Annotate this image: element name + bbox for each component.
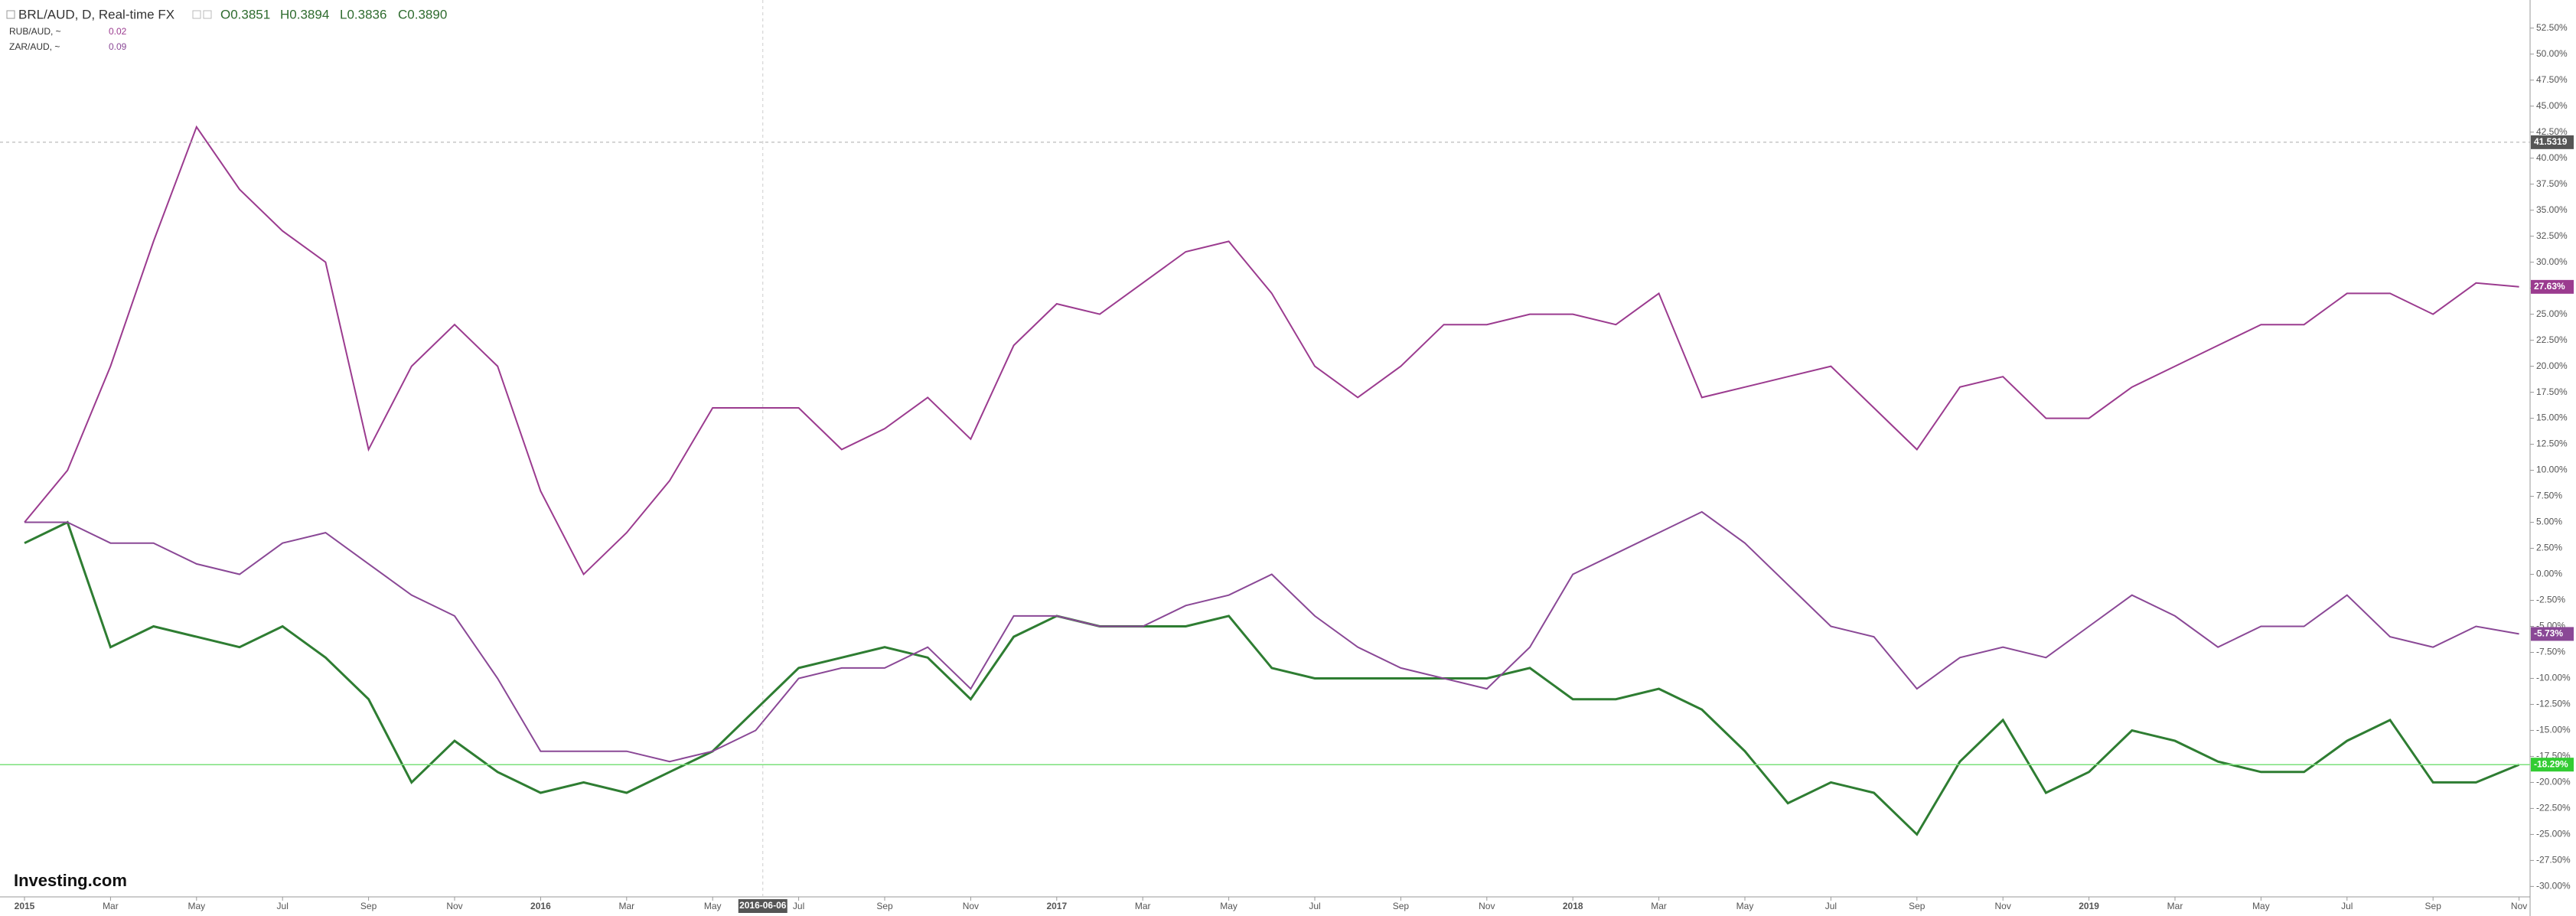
- y-tick-label: 20.00%: [2536, 360, 2568, 371]
- y-tick-label: 22.50%: [2536, 334, 2568, 345]
- logo: Investing.com: [14, 871, 127, 890]
- series-line: [24, 520, 2520, 836]
- y-tick-label: -12.50%: [2536, 699, 2571, 709]
- crosshair-x-badge: [738, 899, 787, 913]
- x-tick-label: Sep: [1909, 901, 1925, 911]
- legend-rub-value: 0.02: [109, 26, 127, 37]
- last-value-label: -18.29%: [2534, 758, 2568, 769]
- x-tick-label: May: [704, 901, 722, 911]
- x-tick-label: Mar: [103, 901, 119, 911]
- x-tick-label: Mar: [2167, 901, 2183, 911]
- x-tick-label: Nov: [2511, 901, 2527, 911]
- ohlc-open: O0.3851: [220, 7, 270, 21]
- y-tick-label: -30.00%: [2536, 881, 2571, 892]
- series-line: [24, 125, 2519, 576]
- last-value-label: 27.63%: [2534, 281, 2565, 292]
- x-tick-label: Sep: [876, 901, 893, 911]
- y-tick-label: 45.00%: [2536, 100, 2568, 111]
- legend-zar: ZAR/AUD, ~: [9, 41, 60, 52]
- x-tick-label: May: [187, 901, 205, 911]
- x-tick-label: Jul: [1309, 901, 1320, 911]
- legend: BRL/AUD, D, Real-time FX O0.3851 H0.3894…: [6, 7, 447, 52]
- x-tick-label: May: [1220, 901, 1237, 911]
- ohlc-high: H0.3894: [280, 7, 329, 21]
- y-tick-label: -10.00%: [2536, 673, 2571, 683]
- y-tick-label: -25.00%: [2536, 829, 2571, 839]
- y-tick-label: 25.00%: [2536, 308, 2568, 319]
- x-tick-label: 2018: [1563, 901, 1583, 911]
- y-tick-label: 37.50%: [2536, 178, 2568, 189]
- y-tick-label: 12.50%: [2536, 438, 2568, 449]
- x-tick-label: May: [1736, 901, 1754, 911]
- x-tick-label: 2017: [1046, 901, 1067, 911]
- x-tick-label: Mar: [1135, 901, 1151, 911]
- x-tick-label: Mar: [1651, 901, 1667, 911]
- plot: [0, 125, 2530, 836]
- y-tick-label: -27.50%: [2536, 855, 2571, 865]
- x-tick-label: 2016: [530, 901, 551, 911]
- y-tick-label: 0.00%: [2536, 569, 2562, 579]
- last-value-badge: [2531, 627, 2574, 641]
- y-tick-label: -20.00%: [2536, 777, 2571, 787]
- y-tick-label: 30.00%: [2536, 256, 2568, 267]
- y-tick-label: -22.50%: [2536, 803, 2571, 813]
- crosshair-y-badge: [2531, 135, 2574, 149]
- legend-rub: RUB/AUD, ~: [9, 26, 61, 37]
- x-tick-label: Sep: [1393, 901, 1410, 911]
- y-tick-label: 35.00%: [2536, 204, 2568, 215]
- y-tick-label: -2.50%: [2536, 595, 2565, 605]
- y-tick-label: 5.00%: [2536, 517, 2562, 527]
- x-tick-label: 2019: [2079, 901, 2099, 911]
- y-tick-label: 42.50%: [2536, 126, 2568, 137]
- ohlc-close: C0.3890: [398, 7, 447, 21]
- y-tick-label: -15.00%: [2536, 725, 2571, 735]
- y-tick-label: 50.00%: [2536, 48, 2568, 59]
- y-tick-label: 2.50%: [2536, 543, 2562, 553]
- y-tick-label: 52.50%: [2536, 22, 2568, 33]
- collapse-icon[interactable]: [6, 10, 15, 19]
- x-tick-label: Sep: [360, 901, 377, 911]
- x-tick-label: Mar: [618, 901, 634, 911]
- x-tick-label: Jul: [793, 901, 804, 911]
- x-tick-label: Sep: [2425, 901, 2442, 911]
- last-value-badge: [2531, 758, 2574, 772]
- y-tick-label: 47.50%: [2536, 74, 2568, 85]
- x-tick-label: Nov: [1995, 901, 2011, 911]
- legend-main: BRL/AUD, D, Real-time FX: [18, 7, 174, 21]
- y-tick-label: 40.00%: [2536, 152, 2568, 163]
- legend-zar-value: 0.09: [109, 41, 127, 52]
- last-value-label: -5.73%: [2534, 628, 2563, 639]
- y-tick-label: 32.50%: [2536, 230, 2568, 241]
- x-tick-label: Jul: [1825, 901, 1837, 911]
- x-tick-label: May: [2252, 901, 2270, 911]
- x-tick-label: Nov: [1479, 901, 1495, 911]
- ohlc-low: L0.3836: [340, 7, 386, 21]
- x-tick-label: Jul: [277, 901, 289, 911]
- x-tick-label: 2015: [15, 901, 35, 911]
- y-tick-label: 10.00%: [2536, 465, 2568, 475]
- x-tick-label: Nov: [446, 901, 462, 911]
- y-tick-label: 7.50%: [2536, 491, 2562, 501]
- y-tick-label: 17.50%: [2536, 386, 2568, 397]
- y-tick-label: -7.50%: [2536, 647, 2565, 657]
- last-value-badge: [2531, 279, 2574, 294]
- series-line: [24, 510, 2519, 763]
- close-icon[interactable]: [203, 10, 212, 19]
- settings-icon[interactable]: [192, 10, 201, 19]
- x-tick-label: Jul: [2341, 901, 2353, 911]
- x-tick-label: Nov: [963, 901, 979, 911]
- crosshair-x-label: 2016-06-06: [739, 900, 787, 911]
- y-tick-label: 15.00%: [2536, 412, 2568, 423]
- crosshair-y-label: 41.5319: [2534, 136, 2568, 147]
